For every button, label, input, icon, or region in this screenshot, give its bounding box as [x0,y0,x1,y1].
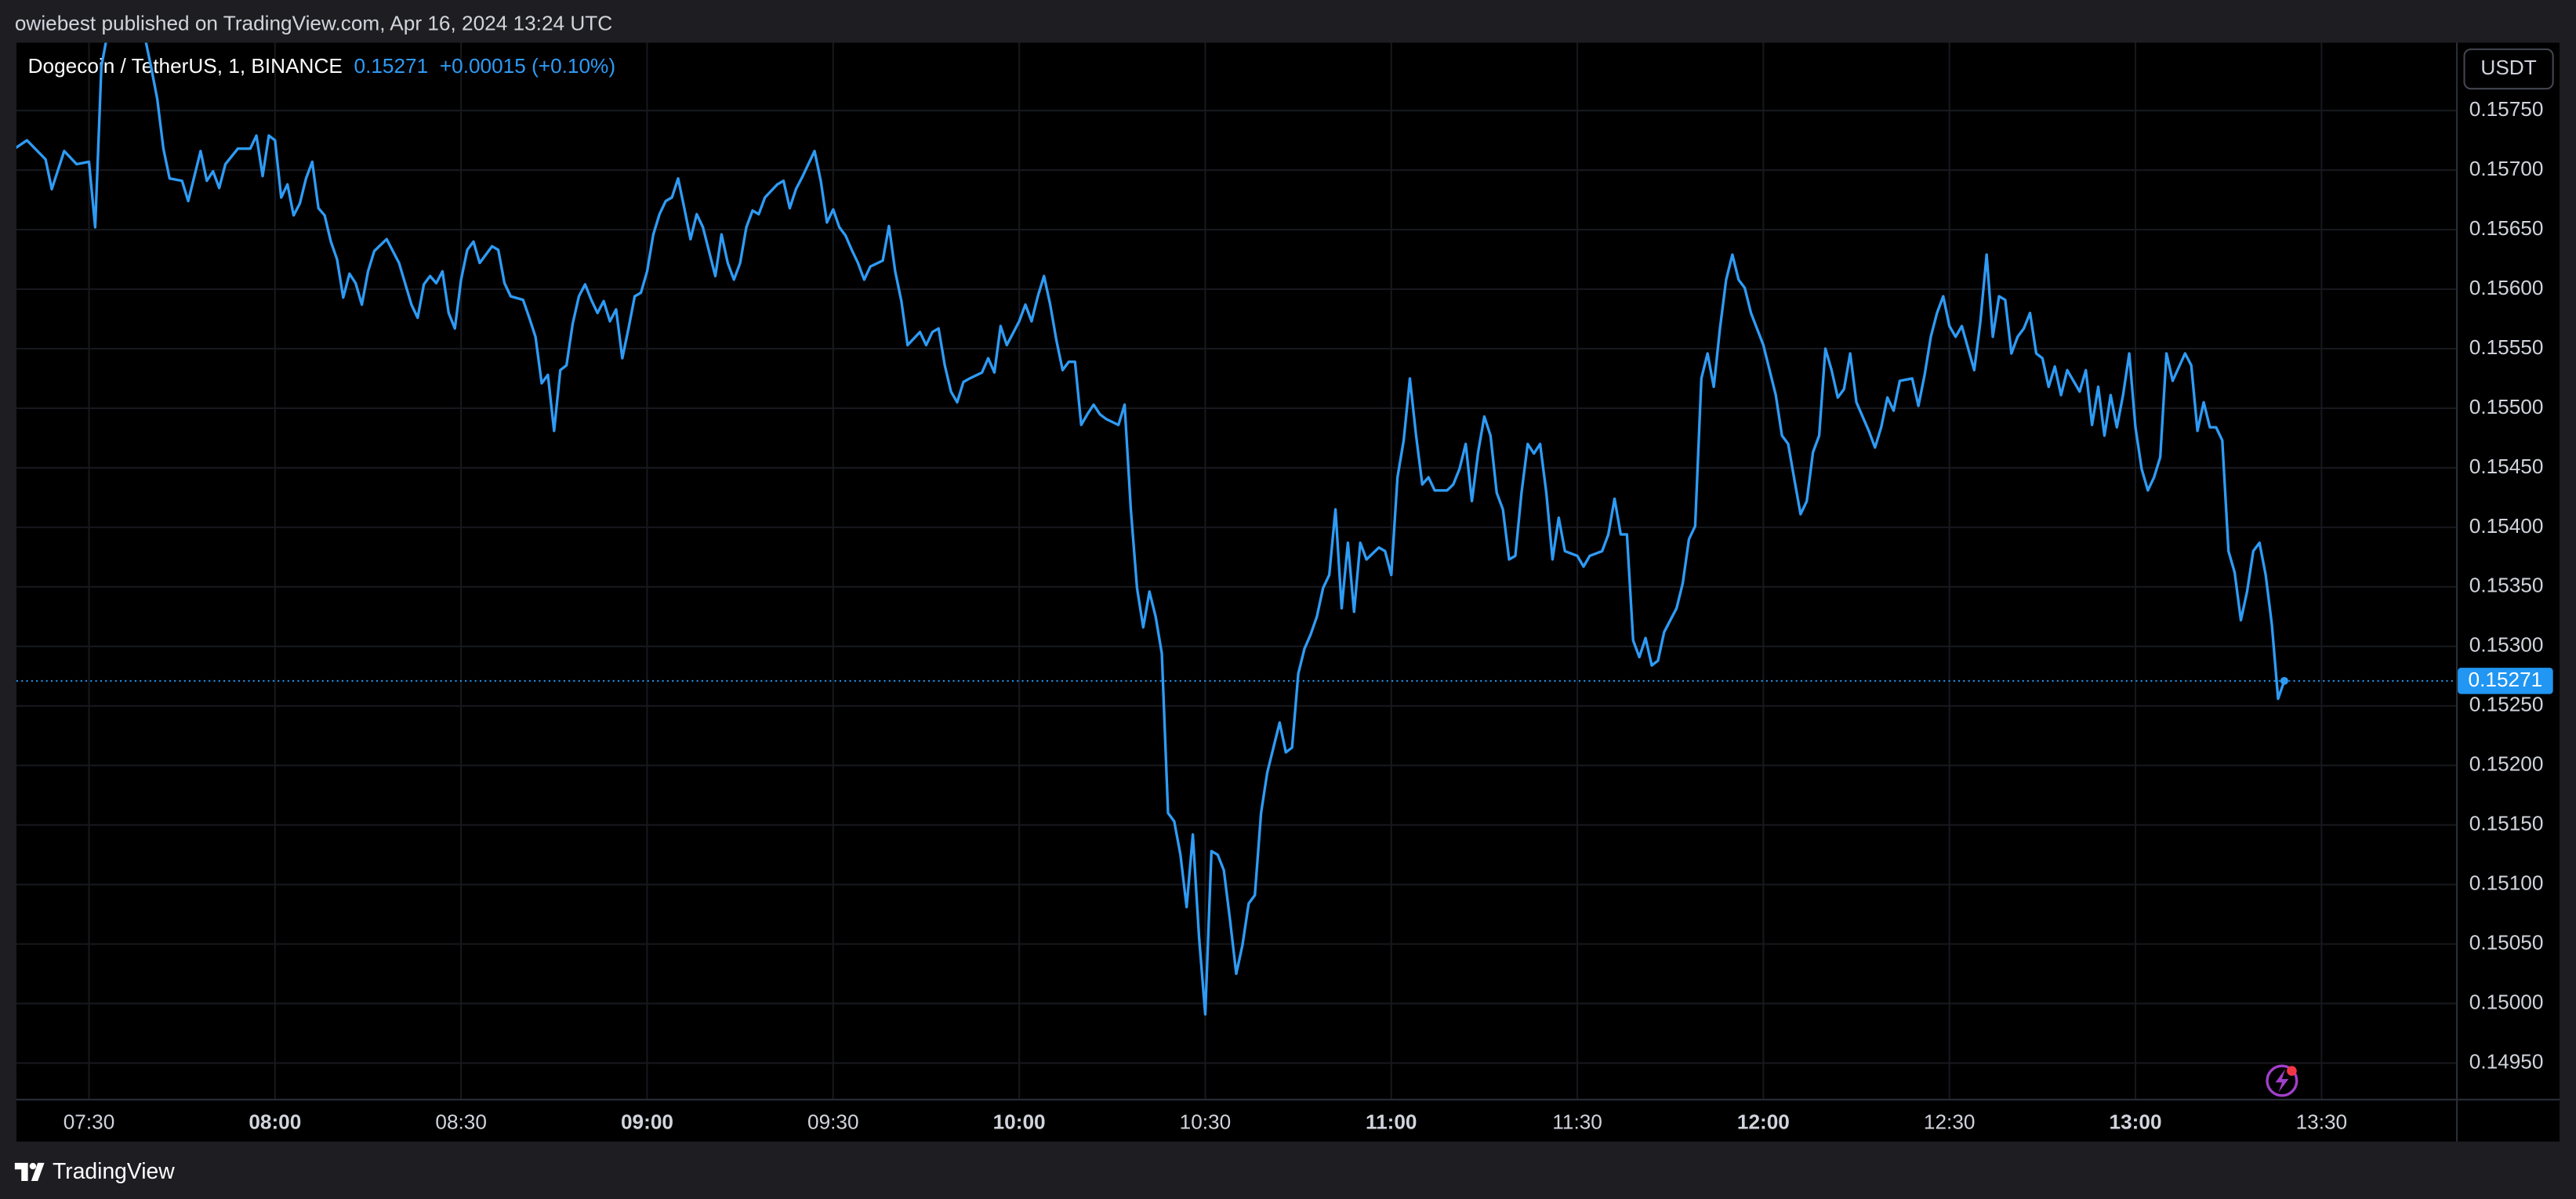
brand-logo[interactable] [14,1162,45,1181]
y-tick-label: 0.15600 [2469,276,2544,299]
brand-mark-dot[interactable] [29,1162,37,1170]
y-tick-label: 0.15200 [2469,752,2544,776]
y-tick-label: 0.15450 [2469,455,2544,478]
symbol-title: Dogecoin / TetherUS, 1, BINANCE [28,54,343,78]
x-tick-label: 11:00 [1366,1110,1417,1134]
y-tick-label: 0.15650 [2469,216,2544,240]
alert-dot[interactable] [2287,1066,2297,1076]
x-tick-label: 07:30 [63,1110,115,1134]
alert-ring[interactable] [2266,1064,2298,1097]
x-tick-label: 11:30 [1552,1110,1602,1134]
x-tick-label: 10:30 [1180,1110,1232,1134]
y-tick-label: 0.15750 [2469,97,2544,121]
price-line [16,42,2286,1016]
brand-mark[interactable] [14,1162,45,1181]
y-tick-label: 0.15050 [2469,931,2544,954]
legend: Dogecoin / TetherUS, 1, BINANCE 0.15271 +0… [28,54,615,78]
y-tick-label: 0.15400 [2469,514,2544,538]
x-tick-label: 12:30 [1924,1110,1976,1134]
x-tick-label: 13:00 [2110,1110,2162,1134]
x-tick-label: 08:30 [435,1110,487,1134]
y-tick-label: 0.15350 [2469,574,2544,597]
publish-note: owiebest published on TradingView.com, A… [15,11,612,34]
x-tick-label: 09:30 [807,1110,859,1134]
x-tick-label: 10:00 [993,1110,1046,1134]
currency-button[interactable] [2463,48,2554,90]
legend-price: 0.15271 [354,54,429,78]
y-tick-label: 0.15500 [2469,395,2544,418]
y-tick-label: 0.15300 [2469,633,2544,657]
price-axis: 0.14950 0.15000 0.15050 0.15100 0.15150 0.152… [2469,97,2544,1073]
x-tick-label: 12:00 [1737,1110,1790,1134]
last-price-badge [2458,668,2553,694]
x-tick-label: 09:00 [621,1110,673,1134]
last-price-label: 0.15271 [2469,668,2543,691]
brand-name[interactable]: TradingView [53,1158,175,1183]
y-tick-label: 0.15150 [2469,812,2544,835]
y-tick-label: 0.14950 [2469,1049,2544,1073]
y-tick-label: 0.15250 [2469,693,2544,716]
y-tick-label: 0.15700 [2469,157,2544,180]
x-tick-label: 13:30 [2296,1110,2348,1134]
time-axis: 07:30 08:00 08:30 09:00 09:30 10:00 10:30 11:00… [63,1110,2347,1134]
grid [16,42,2457,1099]
y-tick-label: 0.15100 [2469,871,2544,895]
alert-icon[interactable] [2266,1064,2298,1097]
legend-change: +0.00015 (+0.10%) [440,54,615,78]
x-tick-label: 08:00 [249,1110,301,1134]
alert-bolt[interactable] [2275,1069,2289,1092]
chart-panel [16,42,2560,1142]
y-tick-label: 0.15000 [2469,991,2544,1014]
y-tick-label: 0.15550 [2469,335,2544,359]
currency-label[interactable]: USDT [2480,56,2536,79]
